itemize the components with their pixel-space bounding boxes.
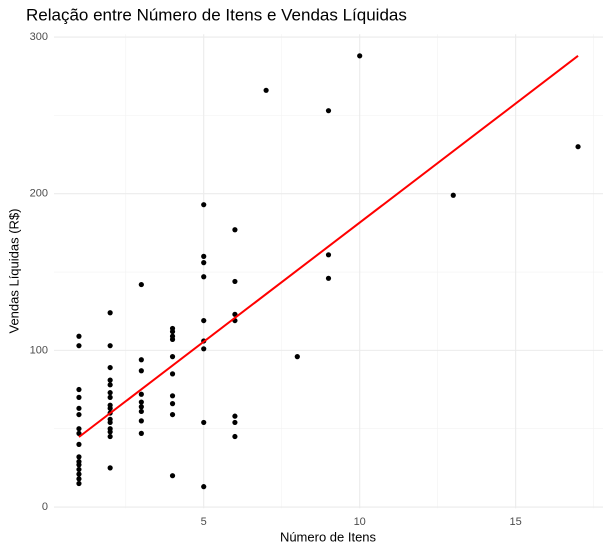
point — [107, 310, 113, 316]
point — [201, 202, 207, 208]
point — [232, 433, 238, 440]
y-tick-label: 200 — [30, 188, 48, 200]
point — [232, 419, 238, 426]
point — [201, 346, 207, 352]
y-axis-title: Vendas Líquidas (R$) — [6, 208, 21, 333]
point — [76, 471, 82, 477]
point — [107, 433, 113, 440]
point — [76, 454, 82, 460]
x-tick-label: 10 — [354, 516, 366, 528]
point — [107, 429, 113, 435]
point — [201, 253, 207, 259]
point — [76, 476, 82, 482]
point — [107, 382, 113, 388]
point — [169, 411, 176, 418]
x-axis-title: Número de Itens — [280, 529, 377, 544]
point — [76, 386, 82, 393]
point — [325, 252, 332, 258]
point — [76, 426, 82, 432]
point — [201, 260, 207, 266]
point — [107, 343, 113, 349]
point — [232, 278, 238, 285]
trend-line — [78, 55, 579, 438]
point — [169, 328, 176, 335]
point — [138, 391, 144, 397]
point — [169, 473, 176, 479]
point — [138, 357, 144, 363]
point — [76, 480, 82, 487]
x-tick-label: 15 — [510, 516, 522, 528]
point — [263, 87, 269, 93]
point — [76, 466, 82, 473]
point — [325, 108, 332, 114]
point — [107, 364, 113, 371]
point — [169, 401, 176, 407]
point — [107, 390, 113, 396]
point — [76, 405, 82, 411]
point — [201, 419, 207, 426]
y-tick-label: 100 — [30, 344, 48, 356]
point — [294, 354, 300, 360]
point — [138, 399, 144, 405]
point — [169, 336, 176, 342]
point — [169, 354, 176, 360]
point — [201, 274, 207, 280]
point — [76, 394, 82, 400]
point — [138, 408, 144, 415]
point — [107, 394, 113, 400]
point — [76, 430, 82, 436]
point — [201, 484, 207, 490]
point — [76, 462, 82, 468]
point — [575, 144, 581, 150]
point — [325, 275, 332, 281]
point — [450, 192, 456, 198]
point — [107, 465, 113, 471]
point — [169, 393, 176, 399]
point — [169, 371, 176, 377]
point — [357, 53, 363, 59]
chart-title: Relação entre Número de Itens e Vendas L… — [26, 5, 407, 24]
point — [232, 227, 238, 233]
point — [138, 404, 144, 410]
point — [138, 368, 144, 374]
point — [138, 430, 144, 436]
point — [107, 405, 113, 411]
point — [76, 411, 82, 418]
point — [107, 419, 113, 426]
point — [138, 418, 144, 424]
point — [76, 441, 82, 447]
point — [232, 311, 238, 317]
point — [232, 413, 238, 419]
y-tick-label: 0 — [42, 501, 48, 513]
point — [76, 343, 82, 349]
x-tick-label: 5 — [201, 516, 207, 528]
point — [76, 333, 82, 339]
point — [138, 281, 144, 288]
y-tick-label: 300 — [30, 31, 48, 43]
point — [201, 317, 207, 324]
point — [107, 377, 113, 383]
